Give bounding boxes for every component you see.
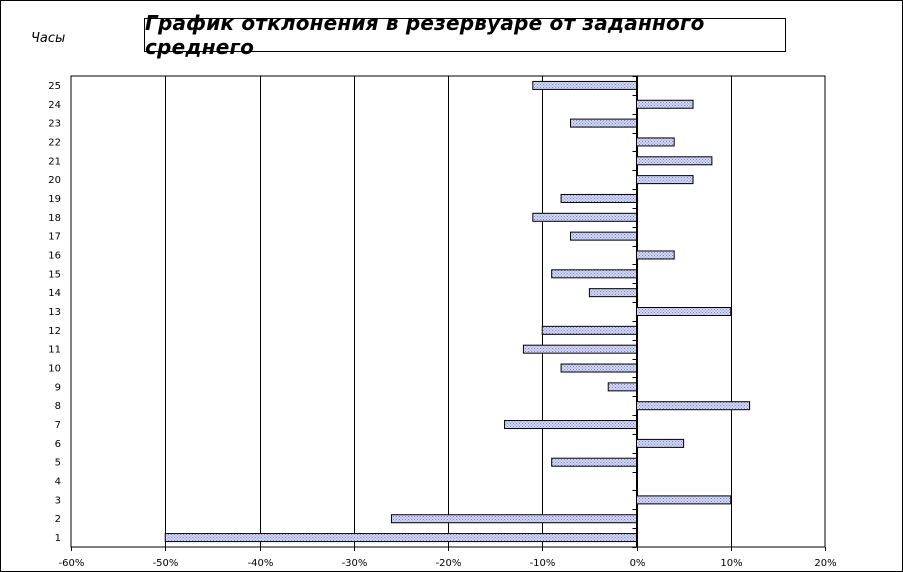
y-tick-label: 4 — [55, 477, 61, 488]
bar — [560, 193, 637, 203]
y-tick-label: 15 — [48, 269, 61, 280]
y-tick-label: 19 — [48, 194, 61, 205]
y-tick-label: 6 — [55, 439, 61, 450]
bar — [570, 118, 638, 128]
bar — [636, 250, 675, 260]
bar — [636, 137, 675, 147]
y-axis-label: Часы — [31, 31, 66, 46]
y-tick-label: 9 — [55, 382, 61, 393]
bar — [636, 175, 694, 185]
x-tick-label: -10% — [530, 558, 556, 569]
bar — [636, 99, 694, 109]
bar — [532, 212, 638, 222]
bar — [588, 288, 637, 298]
y-tick-label: 14 — [48, 288, 61, 299]
y-tick-label: 17 — [48, 232, 61, 243]
bar — [636, 401, 751, 411]
x-tick-label: -60% — [59, 558, 85, 569]
y-tick-label: 20 — [48, 175, 61, 186]
bar — [636, 307, 732, 316]
y-tick-label: 21 — [48, 156, 61, 167]
x-tick-label: -50% — [153, 558, 179, 569]
bar — [551, 457, 637, 467]
y-tick-label: 16 — [48, 250, 61, 261]
y-tick-label: 8 — [55, 401, 61, 412]
y-tick-label: 18 — [48, 213, 61, 224]
y-tick-label: 25 — [48, 81, 61, 92]
bar — [522, 344, 638, 354]
bar — [636, 156, 713, 166]
y-tick-label: 7 — [55, 420, 61, 431]
y-tick-label: 2 — [55, 514, 61, 525]
x-tick-label: 20% — [814, 558, 836, 569]
y-tick-label: 11 — [48, 345, 61, 356]
bar — [636, 495, 732, 505]
bar — [570, 231, 638, 241]
bar — [390, 514, 638, 524]
bar — [560, 363, 637, 373]
bar — [532, 80, 638, 90]
y-tick-label: 24 — [48, 100, 61, 111]
y-tick-label: 22 — [48, 137, 61, 148]
y-tick-label: 12 — [48, 326, 61, 337]
y-tick-label: 13 — [48, 307, 61, 318]
x-tick-label: 0% — [630, 558, 646, 569]
x-tick-label: -20% — [436, 558, 462, 569]
bar — [504, 420, 637, 430]
y-tick-label: 3 — [55, 495, 61, 506]
x-tick-label: -30% — [342, 558, 368, 569]
y-tick-label: 5 — [55, 458, 61, 469]
x-tick-label: 10% — [720, 558, 742, 569]
y-tick-label: 23 — [48, 119, 61, 130]
bar — [541, 325, 637, 335]
x-tick-label: -40% — [248, 558, 274, 569]
bar — [636, 438, 685, 448]
y-tick-label: 10 — [48, 364, 61, 375]
y-tick-label: 1 — [55, 533, 61, 544]
bar — [551, 269, 637, 279]
bar — [164, 533, 637, 543]
bar — [607, 382, 637, 392]
